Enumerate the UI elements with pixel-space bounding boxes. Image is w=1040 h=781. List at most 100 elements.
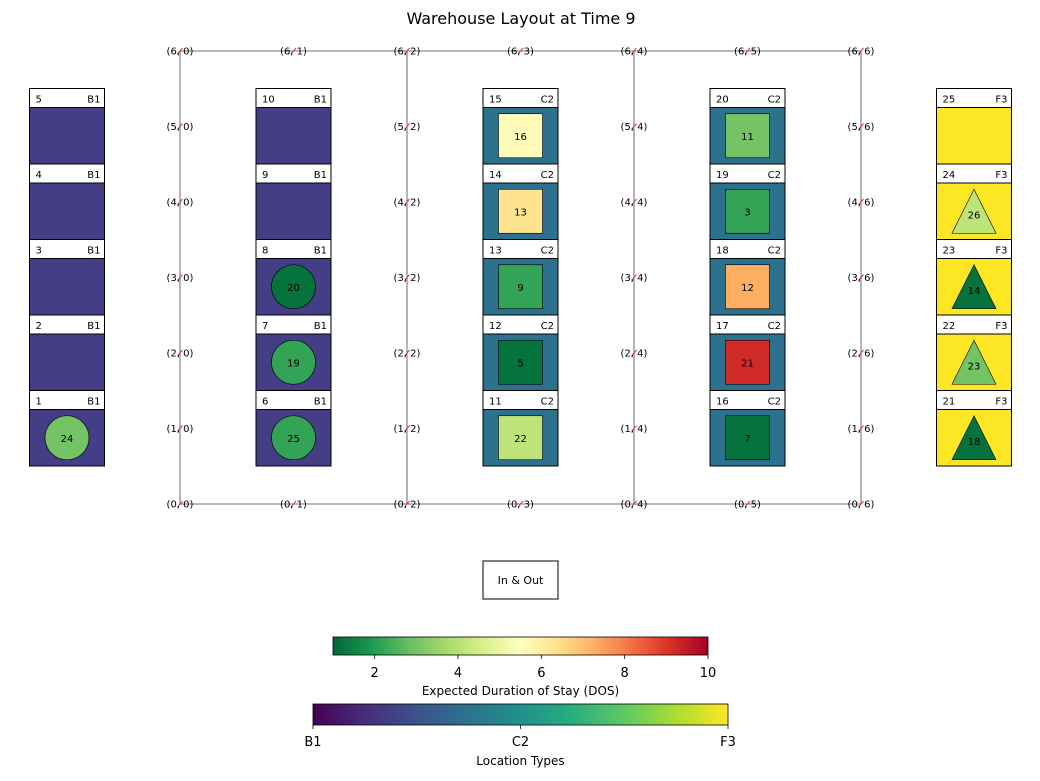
item-id: 9 [517, 283, 523, 294]
type-colorbar: B1 C2 F3 Location Types [304, 703, 736, 768]
storage-location: 7 B1 19 [255, 314, 332, 391]
node-label: (1, 6) [848, 424, 875, 435]
location-id: 2 [36, 321, 42, 332]
node-label: (2, 2) [394, 349, 421, 360]
node-marker [404, 349, 410, 357]
dos-tick-label: 8 [621, 666, 629, 681]
item-id: 19 [287, 358, 300, 369]
node-marker [177, 500, 183, 508]
location-type: C2 [541, 321, 554, 332]
location-id: 11 [489, 397, 502, 408]
location-header [255, 88, 332, 108]
location-type: B1 [87, 246, 100, 257]
location-type: C2 [541, 246, 554, 257]
node-marker [290, 47, 297, 55]
location-type: B1 [314, 321, 327, 332]
node-marker [858, 349, 864, 357]
storage-location: 1 B1 24 [29, 390, 105, 467]
node-label: (0, 0) [167, 500, 194, 511]
location-type: B1 [314, 397, 327, 408]
item-square [498, 188, 543, 234]
item-triangle [951, 188, 997, 234]
dos-colorbar-ticks: 2 4 6 8 10 [371, 655, 717, 681]
dos-colorbar-label: Expected Duration of Stay (DOS) [422, 684, 619, 698]
location-header [482, 88, 559, 108]
location-type: C2 [768, 95, 781, 106]
storage-location: 23 F3 14 [936, 239, 1012, 316]
node-label: (3, 2) [394, 273, 421, 284]
item-id: 20 [287, 283, 300, 294]
dos-colorbar-gradient [332, 636, 709, 656]
node-label: (0, 3) [507, 500, 534, 511]
item-id: 5 [517, 358, 523, 369]
location-id: 9 [262, 170, 268, 181]
rack-column: 6 B1 25 7 B1 19 8 B1 20 9 B1 10 B1 [255, 88, 332, 467]
storage-location: 18 C2 12 [709, 239, 786, 316]
node-label: (2, 6) [848, 349, 875, 360]
node-label: (0, 4) [621, 500, 648, 511]
node-marker [631, 349, 637, 357]
storage-location: 15 C2 16 [482, 88, 559, 165]
chart-title: Warehouse Layout at Time 9 [406, 9, 635, 28]
rack-column: 21 F3 18 22 F3 23 23 F3 14 24 F3 26 25 F3 [936, 88, 1012, 467]
dos-tick-label: 10 [700, 666, 717, 681]
location-cell [255, 107, 332, 165]
item-id: 11 [741, 132, 754, 143]
node-label: (1, 2) [394, 424, 421, 435]
item-id: 23 [968, 361, 981, 372]
storage-location: 19 C2 3 [709, 163, 786, 240]
node-marker [631, 500, 637, 508]
dos-tick-label: 4 [454, 666, 462, 681]
node-marker [858, 198, 864, 206]
item-id: 26 [968, 210, 981, 221]
node-marker [404, 47, 410, 55]
location-type: B1 [314, 170, 327, 181]
location-type: B1 [314, 95, 327, 106]
node-marker [404, 500, 410, 508]
location-header [29, 88, 105, 108]
location-id: 6 [262, 397, 268, 408]
node-label: (6, 2) [394, 47, 421, 58]
node-marker [177, 349, 183, 357]
in-out-box: In & Out [482, 560, 559, 600]
node-marker [177, 123, 183, 130]
node-marker [744, 500, 751, 508]
item-id: 25 [287, 434, 300, 445]
type-colorbar-ticks: B1 C2 F3 [304, 725, 736, 750]
item-square [498, 264, 543, 310]
item-triangle [951, 264, 997, 310]
location-id: 4 [36, 170, 42, 181]
node-marker [404, 198, 410, 206]
storage-location: 20 C2 11 [709, 88, 786, 165]
location-id: 24 [943, 170, 956, 181]
location-cell [29, 182, 105, 240]
node-marker [631, 274, 637, 281]
location-type: C2 [768, 397, 781, 408]
storage-location: 21 F3 18 [936, 390, 1012, 467]
storage-location: 4 B1 [29, 163, 105, 240]
location-type: C2 [541, 397, 554, 408]
location-type: B1 [87, 397, 100, 408]
location-type: F3 [995, 95, 1007, 106]
item-id: 18 [968, 437, 981, 448]
item-square [725, 188, 770, 234]
node-marker [177, 47, 183, 55]
type-colorbar-label: Location Types [476, 754, 564, 768]
node-label: (3, 0) [167, 273, 194, 284]
location-id: 19 [716, 170, 729, 181]
node-label: (1, 0) [167, 424, 194, 435]
node-marker [631, 425, 637, 432]
location-id: 15 [489, 95, 502, 106]
storage-location: 24 F3 26 [936, 163, 1012, 240]
node-label: (6, 4) [621, 47, 648, 58]
location-type: C2 [541, 170, 554, 181]
node-marker [858, 274, 864, 281]
location-type: B1 [87, 95, 100, 106]
storage-location: 12 C2 5 [482, 314, 559, 391]
item-square [498, 113, 543, 159]
node-label: (6, 6) [848, 47, 875, 58]
rack-column: 16 C2 7 17 C2 21 18 C2 12 19 C2 3 20 C2 11 [709, 88, 786, 467]
node-marker [631, 47, 637, 55]
